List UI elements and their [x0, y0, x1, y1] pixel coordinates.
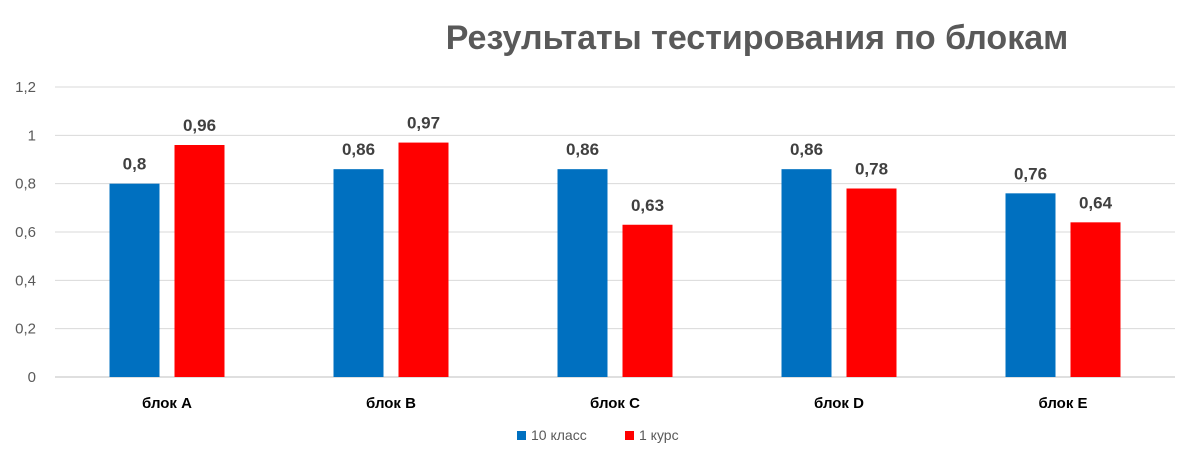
- data-label: 0,8: [123, 155, 147, 174]
- data-label: 0,97: [407, 114, 440, 133]
- legend: 10 класс 1 курс: [517, 427, 679, 443]
- bar-series1: [333, 169, 384, 377]
- bar-series2: [174, 145, 225, 377]
- data-label: 0,63: [631, 196, 664, 215]
- category-label: блок A: [142, 395, 192, 412]
- y-tick-label: 0: [28, 369, 36, 386]
- data-label: 0,78: [855, 160, 888, 179]
- bar-series2: [1070, 222, 1121, 377]
- legend-swatch: [625, 431, 634, 440]
- bar-series2: [622, 224, 673, 377]
- bar-series1: [781, 169, 832, 377]
- data-label: 0,86: [790, 140, 823, 159]
- y-tick-label: 0,2: [15, 321, 36, 338]
- bar-series2: [846, 188, 897, 377]
- x-axis-categories: блок A блок B блок C блок D блок E: [142, 395, 1087, 412]
- category-label: блок D: [814, 395, 864, 412]
- bars: [109, 142, 1121, 377]
- y-tick-label: 0,4: [15, 272, 36, 289]
- data-label: 0,96: [183, 116, 216, 135]
- bar-series1: [557, 169, 608, 377]
- bar-series1: [109, 183, 160, 377]
- chart-title: Результаты тестирования по блокам: [446, 19, 1069, 57]
- data-label: 0,64: [1079, 193, 1113, 212]
- category-label: блок B: [366, 395, 416, 412]
- y-tick-label: 0,6: [15, 224, 36, 241]
- bar-series2: [398, 142, 449, 377]
- y-tick-label: 1,2: [15, 79, 36, 96]
- legend-swatch: [517, 431, 526, 440]
- category-label: блок C: [590, 395, 640, 412]
- y-tick-label: 0,8: [15, 176, 36, 193]
- data-label: 0,86: [342, 140, 375, 159]
- y-axis-ticks: 0 0,2 0,4 0,6 0,8 1 1,2: [15, 79, 36, 386]
- gridlines: [55, 86, 1175, 378]
- data-label: 0,76: [1014, 164, 1047, 183]
- bar-series1: [1005, 193, 1056, 377]
- legend-label: 10 класс: [531, 427, 587, 443]
- legend-label: 1 курс: [639, 427, 679, 443]
- data-label: 0,86: [566, 140, 599, 159]
- y-tick-label: 1: [28, 127, 36, 144]
- category-label: блок E: [1038, 395, 1087, 412]
- data-labels: 0,8 0,96 0,86 0,97 0,86 0,63 0,86 0,78 0,76 0,64: [123, 114, 1113, 215]
